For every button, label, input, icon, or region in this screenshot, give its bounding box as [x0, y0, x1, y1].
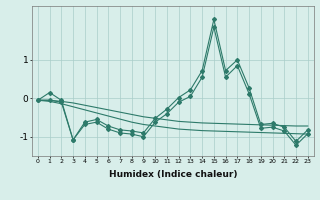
X-axis label: Humidex (Indice chaleur): Humidex (Indice chaleur) [108, 170, 237, 179]
